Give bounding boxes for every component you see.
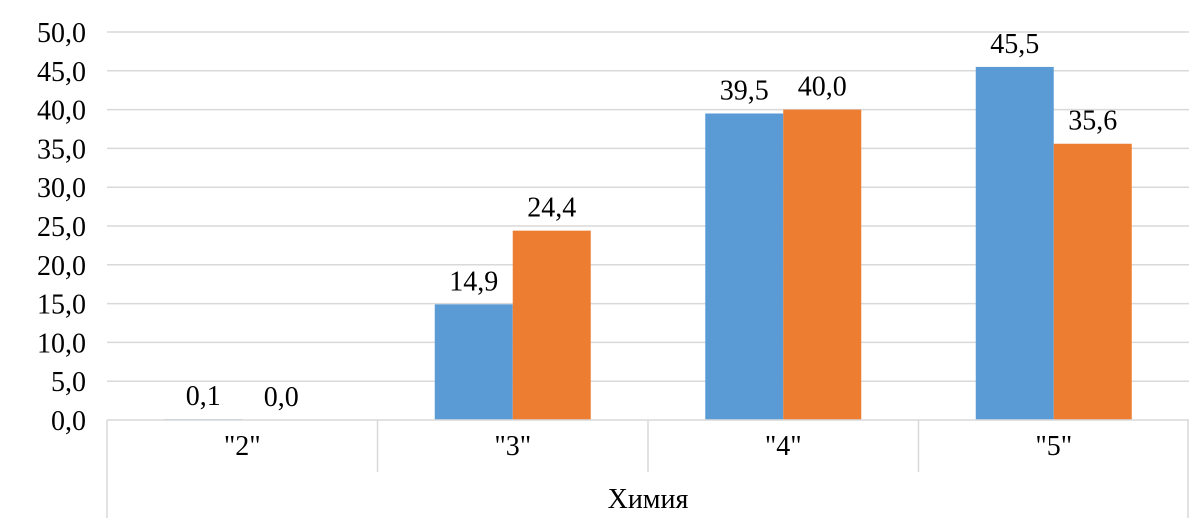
- bar: [705, 113, 784, 420]
- bar-value-label: 40,0: [798, 72, 847, 103]
- y-tick-label: 0,0: [51, 406, 86, 437]
- category-label: "4": [765, 431, 802, 462]
- y-tick-label: 50,0: [37, 18, 86, 49]
- bar-value-label: 0,0: [264, 382, 299, 413]
- bar: [512, 230, 591, 420]
- bar-value-label: 0,1: [186, 381, 221, 412]
- bar: [1053, 143, 1132, 420]
- bar: [975, 66, 1054, 421]
- y-tick-label: 5,0: [51, 367, 86, 398]
- y-tick-label: 10,0: [37, 328, 86, 359]
- category-group-label: Химия: [608, 484, 689, 515]
- axes: [106, 419, 1189, 518]
- category-label: "3": [494, 431, 531, 462]
- y-tick-label: 45,0: [37, 57, 86, 88]
- category-label: "5": [1035, 431, 1072, 462]
- bars: [164, 66, 1132, 421]
- y-tick-label: 40,0: [37, 96, 86, 127]
- y-tick-label: 30,0: [37, 173, 86, 204]
- category-label: "2": [224, 431, 261, 462]
- bar-value-label: 24,4: [527, 193, 576, 224]
- category-labels: "2" "3" "4" "5": [224, 431, 1072, 462]
- bar-value-label: 35,6: [1068, 106, 1117, 137]
- bar-value-label: 39,5: [720, 75, 769, 106]
- bar: [434, 304, 513, 420]
- bar-value-label: 14,9: [449, 266, 498, 297]
- bar: [783, 109, 862, 420]
- y-tick-label: 35,0: [37, 134, 86, 165]
- gridlines: [107, 31, 1189, 382]
- y-tick-label: 15,0: [37, 290, 86, 321]
- y-tick-labels: 0,0 5,0 10,0 15,0 20,0 25,0 30,0 35,0 40,0 45,0 50…: [37, 18, 86, 437]
- data-labels: 0,1 0,0 14,9 24,4 39,5 40,0 45,5 35,6: [186, 29, 1118, 413]
- bar-value-label: 45,5: [990, 29, 1039, 60]
- y-tick-label: 20,0: [37, 251, 86, 282]
- y-tick-label: 25,0: [37, 212, 86, 243]
